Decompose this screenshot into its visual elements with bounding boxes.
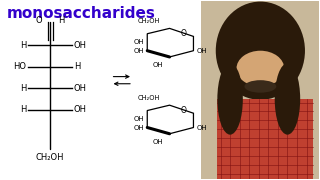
Text: OH: OH — [197, 125, 207, 130]
FancyBboxPatch shape — [217, 99, 313, 179]
Text: monosaccharides: monosaccharides — [7, 6, 156, 21]
Text: OH: OH — [133, 48, 144, 54]
Text: H: H — [20, 41, 26, 50]
Text: OH: OH — [74, 41, 87, 50]
Text: HO: HO — [13, 62, 26, 71]
Text: OH: OH — [133, 116, 144, 122]
Text: OH: OH — [153, 62, 164, 68]
Text: O: O — [36, 16, 42, 25]
Text: OH: OH — [197, 48, 207, 54]
Text: OH: OH — [74, 84, 87, 93]
Ellipse shape — [244, 80, 276, 93]
Ellipse shape — [216, 2, 305, 100]
Ellipse shape — [217, 63, 243, 135]
Text: CH₂OH: CH₂OH — [138, 95, 160, 101]
Text: CH₂OH: CH₂OH — [36, 152, 64, 161]
Text: CH₂OH: CH₂OH — [138, 18, 160, 24]
Text: OH: OH — [133, 39, 144, 45]
Text: H: H — [74, 62, 80, 71]
Text: H: H — [20, 105, 26, 114]
Text: O: O — [181, 29, 187, 38]
Ellipse shape — [236, 51, 284, 86]
Ellipse shape — [275, 63, 300, 135]
Text: H: H — [20, 84, 26, 93]
Text: O: O — [181, 106, 187, 115]
Text: OH: OH — [74, 105, 87, 114]
Text: OH: OH — [133, 125, 144, 130]
FancyBboxPatch shape — [201, 1, 319, 179]
Text: H: H — [58, 16, 64, 25]
Text: OH: OH — [153, 139, 164, 145]
